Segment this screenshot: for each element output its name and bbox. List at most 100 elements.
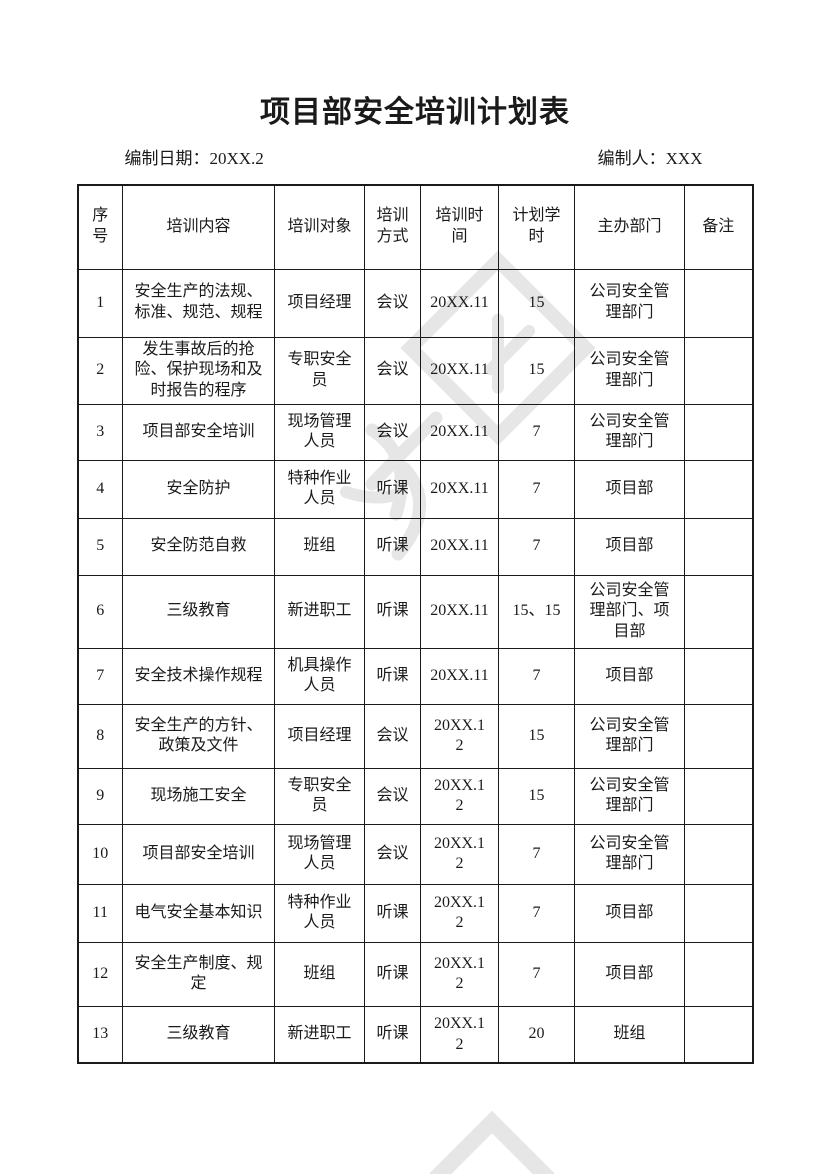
table-cell: 15 xyxy=(498,703,575,769)
document-meta: 编制日期：20XX.2 编制人：XXX xyxy=(78,148,753,170)
table-cell: 现场施工安全 xyxy=(122,767,275,825)
table-cell: 20XX.12 xyxy=(420,703,499,769)
table-row: 4 安全防护 特种作业人员 听课 20XX.11 7 项目部 xyxy=(77,459,753,519)
column-header: 培训方式 xyxy=(364,184,421,270)
table-cell: 听课 xyxy=(364,941,421,1007)
table-cell xyxy=(684,767,753,825)
table-cell: 10 xyxy=(77,823,123,885)
table-cell xyxy=(684,517,753,576)
table-cell: 7 xyxy=(498,883,575,943)
prepared-date-label: 编制日期： xyxy=(124,149,210,168)
table-cell: 12 xyxy=(77,941,123,1007)
table-cell xyxy=(684,1005,753,1064)
table-cell: 公司安全管理部门 xyxy=(574,823,685,885)
table-row: 13 三级教育 新进职工 听课 20XX.12 20 班组 xyxy=(77,1005,753,1064)
table-cell: 听课 xyxy=(364,459,421,519)
table-cell xyxy=(684,403,753,461)
table-cell: 会议 xyxy=(364,823,421,885)
table-cell: 11 xyxy=(77,883,123,943)
table-cell: 三级教育 xyxy=(122,1005,275,1064)
table-cell xyxy=(684,647,753,705)
table-cell xyxy=(684,883,753,943)
table-cell: 7 xyxy=(498,517,575,576)
prepared-date: 编制日期：20XX.2 xyxy=(80,148,264,170)
table-cell: 安全技术操作规程 xyxy=(122,647,275,705)
table-cell: 项目部 xyxy=(574,517,685,576)
table-cell: 会议 xyxy=(364,767,421,825)
table-cell xyxy=(684,574,753,649)
table-cell: 听课 xyxy=(364,1005,421,1064)
table-cell: 20XX.12 xyxy=(420,941,499,1007)
table-cell: 20XX.11 xyxy=(420,403,499,461)
table-cell: 15 xyxy=(498,268,575,338)
table-row: 5 安全防范自救 班组 听课 20XX.11 7 项目部 xyxy=(77,517,753,576)
table-cell: 20XX.12 xyxy=(420,767,499,825)
table-cell: 现场管理人员 xyxy=(274,823,365,885)
preparer-label: 编制人： xyxy=(597,149,666,168)
table-cell: 电气安全基本知识 xyxy=(122,883,275,943)
table-cell: 公司安全管理部门、项目部 xyxy=(574,574,685,649)
column-header: 计划学时 xyxy=(498,184,575,270)
table-cell: 20XX.12 xyxy=(420,883,499,943)
table-cell: 班组 xyxy=(574,1005,685,1064)
table-cell: 15 xyxy=(498,336,575,405)
table-cell: 会议 xyxy=(364,268,421,338)
table-cell: 听课 xyxy=(364,574,421,649)
table-cell: 项目部 xyxy=(574,647,685,705)
table-cell: 20XX.12 xyxy=(420,1005,499,1064)
table-cell: 安全生产的方针、政策及文件 xyxy=(122,703,275,769)
table-cell: 7 xyxy=(498,941,575,1007)
table-cell: 发生事故后的抢险、保护现场和及时报告的程序 xyxy=(122,336,275,405)
table-cell: 新进职工 xyxy=(274,1005,365,1064)
table-cell: 20XX.11 xyxy=(420,574,499,649)
table-cell: 20XX.12 xyxy=(420,823,499,885)
table-cell: 3 xyxy=(77,403,123,461)
table-cell: 项目部 xyxy=(574,941,685,1007)
table-cell: 三级教育 xyxy=(122,574,275,649)
table-cell: 安全生产制度、规定 xyxy=(122,941,275,1007)
preparer-value: XXX xyxy=(665,149,703,168)
table-cell: 公司安全管理部门 xyxy=(574,336,685,405)
table-cell: 20XX.11 xyxy=(420,647,499,705)
table-cell: 机具操作人员 xyxy=(274,647,365,705)
table-row: 6 三级教育 新进职工 听课 20XX.11 15、15 公司安全管理部门、项目部 xyxy=(77,574,753,649)
table-cell: 班组 xyxy=(274,517,365,576)
table-cell: 7 xyxy=(498,823,575,885)
table-cell: 2 xyxy=(77,336,123,405)
column-header: 序号 xyxy=(77,184,123,270)
preparer: 编制人：XXX xyxy=(598,148,751,170)
table-row: 11 电气安全基本知识 特种作业人员 听课 20XX.12 7 项目部 xyxy=(77,883,753,943)
table-cell: 特种作业人员 xyxy=(274,459,365,519)
table-cell: 班组 xyxy=(274,941,365,1007)
table-cell: 7 xyxy=(498,459,575,519)
table-cell: 20XX.11 xyxy=(420,268,499,338)
table-row: 9 现场施工安全 专职安全员 会议 20XX.12 15 公司安全管理部门 xyxy=(77,767,753,825)
table-cell: 专职安全员 xyxy=(274,336,365,405)
table-row: 8 安全生产的方针、政策及文件 项目经理 会议 20XX.12 15 公司安全管理部门 xyxy=(77,703,753,769)
column-header: 培训内容 xyxy=(122,184,275,270)
table-cell xyxy=(684,268,753,338)
table-row: 3 项目部安全培训 现场管理人员 会议 20XX.11 7 公司安全管理部门 xyxy=(77,403,753,461)
table-cell: 安全防护 xyxy=(122,459,275,519)
table-cell xyxy=(684,941,753,1007)
table-cell: 20XX.11 xyxy=(420,459,499,519)
table-cell: 公司安全管理部门 xyxy=(574,767,685,825)
column-header: 主办部门 xyxy=(574,184,685,270)
table-cell: 听课 xyxy=(364,883,421,943)
table-cell: 公司安全管理部门 xyxy=(574,703,685,769)
prepared-date-value: 20XX.2 xyxy=(209,149,264,168)
table-row: 10 项目部安全培训 现场管理人员 会议 20XX.12 7 公司安全管理部门 xyxy=(77,823,753,885)
table-cell: 安全生产的法规、标准、规范、规程 xyxy=(122,268,275,338)
table-cell xyxy=(684,823,753,885)
table-cell: 20XX.11 xyxy=(420,517,499,576)
table-cell: 4 xyxy=(77,459,123,519)
table-cell: 20 xyxy=(498,1005,575,1064)
table-cell: 9 xyxy=(77,767,123,825)
table-cell: 项目部安全培训 xyxy=(122,403,275,461)
table-cell: 项目部 xyxy=(574,459,685,519)
table-cell: 1 xyxy=(77,268,123,338)
column-header: 培训时间 xyxy=(420,184,499,270)
column-header: 备注 xyxy=(684,184,753,270)
table-cell: 项目部安全培训 xyxy=(122,823,275,885)
